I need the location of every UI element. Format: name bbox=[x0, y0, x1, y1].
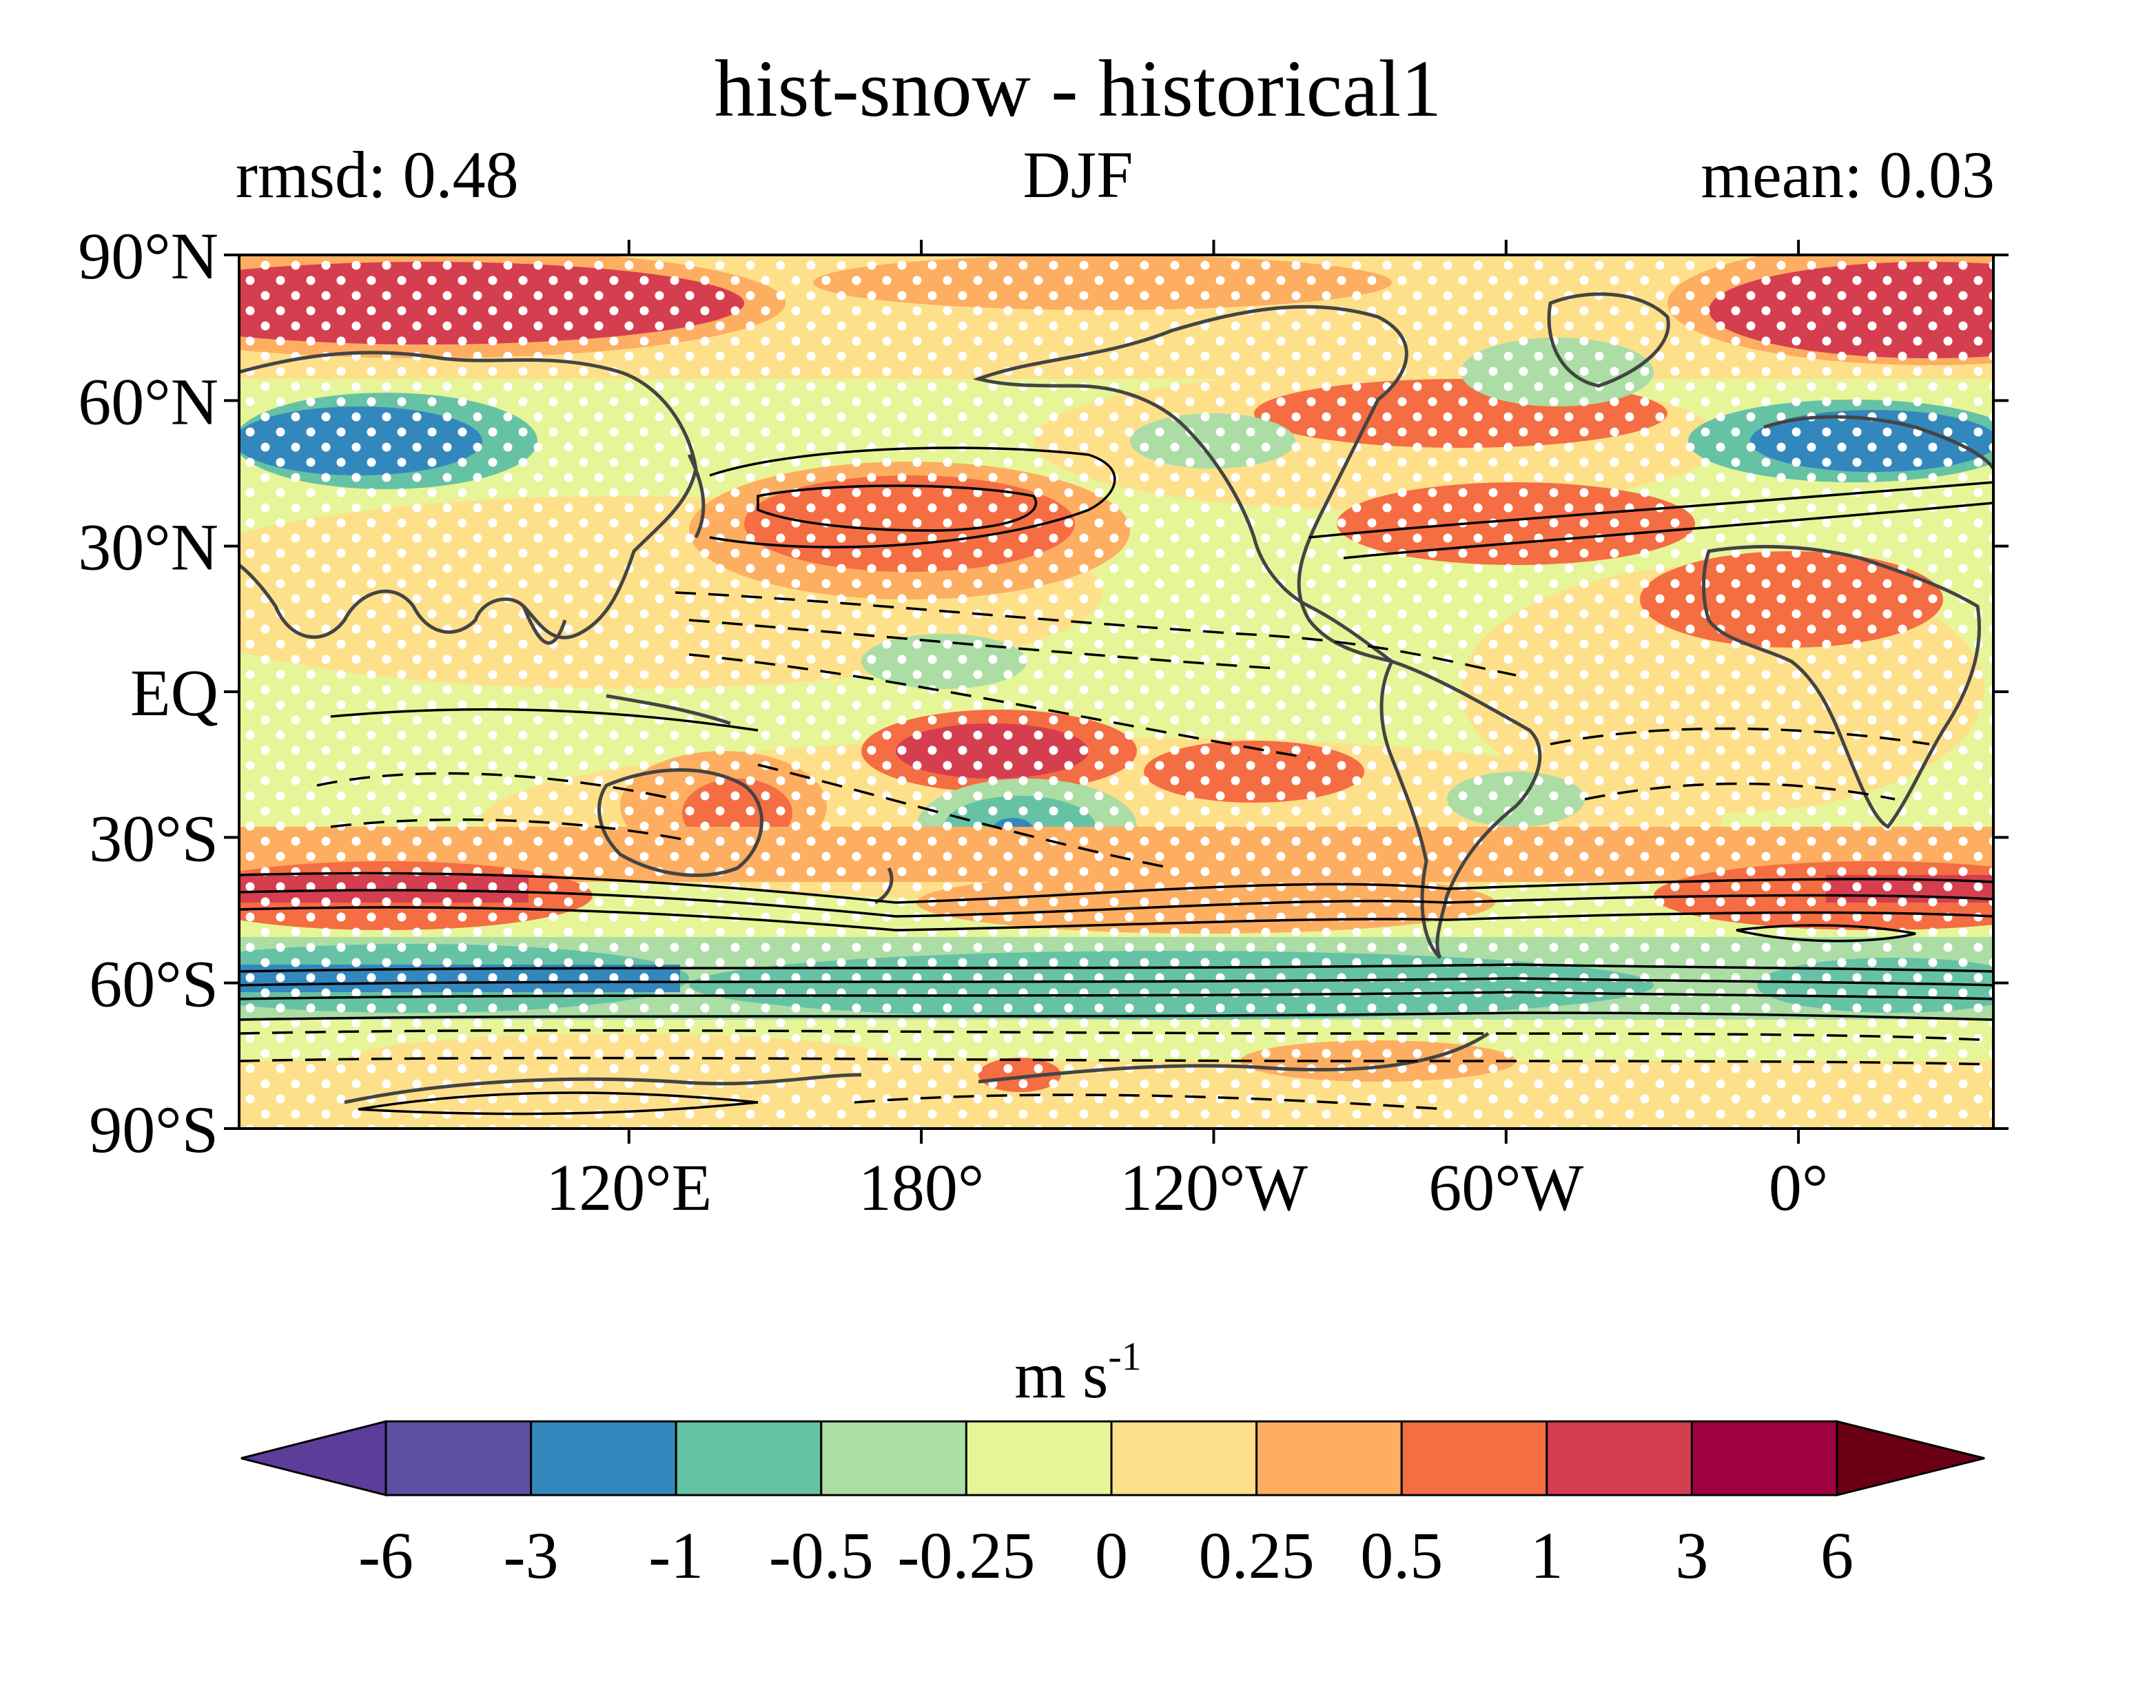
colorbar-swatch bbox=[965, 1420, 1113, 1496]
lat-tick-label: 60°N bbox=[78, 364, 218, 438]
lat-tick-label: 90°S bbox=[89, 1093, 218, 1166]
colorbar-units: m s-1 bbox=[0, 1337, 2156, 1408]
colorbar-swatch bbox=[1255, 1420, 1403, 1496]
rmsd-label: rmsd: 0.48 bbox=[236, 138, 519, 212]
mean-label: mean: 0.03 bbox=[1701, 138, 1995, 212]
colorbar-tick-label: 1 bbox=[1530, 1519, 1563, 1592]
colorbar: -6 -3 -1 -0.5 -0.25 0 0.25 0.5 1 3 6 bbox=[240, 1420, 1985, 1592]
colorbar-swatch bbox=[530, 1420, 677, 1496]
lat-tick-label: 90°N bbox=[78, 219, 218, 293]
colorbar-max-arrow bbox=[1836, 1420, 1985, 1496]
lon-tick-label: 60°W bbox=[1428, 1151, 1583, 1224]
colorbar-tick-label: -1 bbox=[648, 1519, 704, 1592]
colorbar-tick-label: 0.25 bbox=[1199, 1519, 1315, 1592]
colorbar-swatch bbox=[1400, 1420, 1548, 1496]
map-field bbox=[239, 255, 1993, 1129]
colorbar-swatch bbox=[1110, 1420, 1258, 1496]
lon-tick-label: 180° bbox=[859, 1151, 984, 1224]
units-base: m s bbox=[1014, 1338, 1109, 1412]
colorbar-tick-label: 0 bbox=[1095, 1519, 1128, 1592]
latitude-axis: 90°N 60°N 30°N EQ 30°S 60°S 90°S bbox=[78, 219, 2009, 1166]
lat-tick-label: 60°S bbox=[89, 947, 218, 1021]
lat-tick-label: 30°S bbox=[89, 801, 218, 875]
units-exponent: -1 bbox=[1108, 1334, 1142, 1379]
colorbar-tick-label: -6 bbox=[358, 1519, 413, 1592]
contours-dashed bbox=[239, 591, 1993, 1111]
colorbar-swatch bbox=[1690, 1420, 1838, 1496]
colorbar-tick-label: -0.25 bbox=[897, 1519, 1035, 1592]
lat-tick-label: EQ bbox=[130, 656, 218, 730]
colorbar-tick-label: 6 bbox=[1820, 1519, 1854, 1592]
colorbar-min-arrow bbox=[240, 1420, 387, 1496]
coastlines bbox=[239, 292, 1993, 1104]
season-label: DJF bbox=[1023, 138, 1133, 212]
contours-solid bbox=[239, 446, 1993, 1115]
longitude-axis: 120°E 180° 120°W 60°W 0° bbox=[546, 240, 1828, 1224]
plot-title: hist-snow - historical1 bbox=[714, 43, 1442, 134]
lon-tick-label: 120°W bbox=[1120, 1151, 1308, 1224]
colorbar-tick-label: -3 bbox=[504, 1519, 559, 1592]
lon-tick-label: 0° bbox=[1769, 1151, 1828, 1224]
colorbar-swatch bbox=[820, 1420, 967, 1496]
colorbar-tick-label: 3 bbox=[1675, 1519, 1708, 1592]
colorbar-swatch bbox=[384, 1420, 533, 1496]
lon-tick-label: 120°E bbox=[546, 1151, 712, 1224]
colorbar-tick-label: -0.5 bbox=[769, 1519, 874, 1592]
colorbar-swatch bbox=[675, 1420, 823, 1496]
colorbar-tick-label: 0.5 bbox=[1360, 1519, 1443, 1592]
lat-tick-label: 30°N bbox=[78, 511, 218, 584]
colorbar-swatch bbox=[1546, 1420, 1693, 1496]
